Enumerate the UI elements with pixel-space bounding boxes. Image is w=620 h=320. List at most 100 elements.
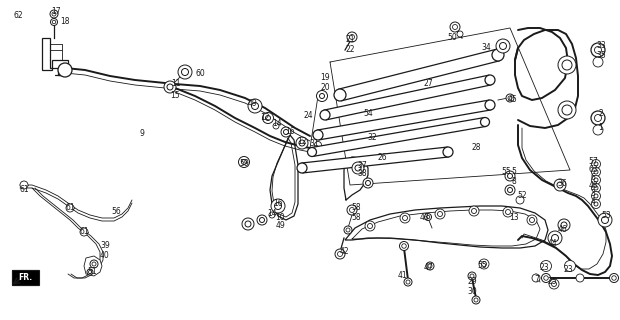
Circle shape: [404, 278, 412, 286]
Circle shape: [257, 215, 267, 225]
Text: 15: 15: [170, 92, 180, 100]
Text: 3: 3: [591, 189, 595, 198]
Text: 49: 49: [247, 100, 257, 108]
Circle shape: [598, 213, 612, 227]
Text: 17: 17: [51, 7, 61, 17]
Circle shape: [182, 68, 188, 76]
Circle shape: [299, 140, 305, 146]
Text: 37: 37: [357, 161, 367, 170]
Circle shape: [508, 173, 513, 179]
Circle shape: [595, 46, 601, 53]
Circle shape: [402, 244, 406, 248]
Text: 18: 18: [60, 17, 69, 26]
Circle shape: [591, 43, 605, 57]
Text: 48: 48: [588, 181, 598, 190]
Circle shape: [248, 99, 262, 113]
Text: 61: 61: [79, 228, 89, 236]
Circle shape: [262, 113, 273, 124]
Circle shape: [443, 147, 453, 157]
Circle shape: [500, 43, 507, 50]
Text: 47: 47: [423, 263, 433, 273]
Text: 35: 35: [596, 51, 606, 60]
Circle shape: [20, 181, 28, 189]
Circle shape: [505, 210, 510, 214]
Circle shape: [178, 65, 192, 79]
Text: 46: 46: [557, 226, 567, 235]
Text: 9: 9: [140, 129, 144, 138]
Circle shape: [438, 212, 443, 217]
Circle shape: [561, 222, 567, 228]
Circle shape: [273, 123, 279, 129]
Circle shape: [558, 56, 576, 74]
Text: 39: 39: [100, 242, 110, 251]
Circle shape: [320, 110, 330, 120]
Text: 16: 16: [273, 198, 283, 207]
FancyBboxPatch shape: [12, 269, 37, 284]
Circle shape: [308, 148, 316, 156]
Circle shape: [564, 260, 575, 271]
Circle shape: [469, 206, 479, 216]
Circle shape: [591, 159, 601, 169]
Text: 54: 54: [363, 108, 373, 117]
Circle shape: [576, 274, 584, 282]
Circle shape: [260, 218, 265, 222]
Circle shape: [90, 260, 98, 268]
Text: 60: 60: [195, 69, 205, 78]
Circle shape: [508, 96, 512, 100]
Text: 12: 12: [297, 137, 307, 146]
Circle shape: [66, 204, 74, 212]
Text: 7: 7: [534, 275, 539, 284]
Circle shape: [50, 10, 58, 18]
Text: 43: 43: [420, 212, 430, 221]
Circle shape: [591, 175, 601, 185]
Circle shape: [164, 81, 176, 93]
Text: 49: 49: [275, 221, 285, 230]
Circle shape: [366, 180, 371, 186]
Text: 61: 61: [19, 186, 29, 195]
Circle shape: [485, 75, 495, 85]
Circle shape: [337, 252, 342, 257]
Circle shape: [593, 125, 603, 135]
Text: 5: 5: [512, 167, 516, 177]
Text: 23: 23: [563, 266, 573, 275]
Circle shape: [297, 163, 307, 173]
Circle shape: [591, 111, 605, 125]
Polygon shape: [345, 206, 548, 248]
Circle shape: [479, 259, 489, 269]
Circle shape: [426, 262, 434, 270]
Circle shape: [283, 130, 288, 134]
Circle shape: [281, 127, 291, 137]
Text: 42: 42: [339, 247, 349, 257]
Circle shape: [594, 186, 598, 190]
Circle shape: [363, 178, 373, 188]
Circle shape: [450, 22, 460, 32]
Circle shape: [492, 49, 504, 61]
Circle shape: [527, 215, 537, 225]
Circle shape: [80, 228, 88, 236]
Circle shape: [552, 282, 557, 286]
Text: 55: 55: [477, 260, 487, 269]
Circle shape: [453, 25, 458, 29]
Polygon shape: [339, 49, 500, 101]
Circle shape: [347, 32, 357, 42]
Circle shape: [167, 84, 173, 90]
Text: 25: 25: [547, 276, 557, 285]
Circle shape: [609, 274, 619, 283]
Text: 29: 29: [467, 276, 477, 285]
Circle shape: [532, 274, 540, 282]
Circle shape: [427, 215, 430, 219]
Circle shape: [314, 141, 322, 148]
Polygon shape: [324, 75, 491, 120]
Circle shape: [591, 167, 601, 177]
Circle shape: [316, 91, 327, 101]
Circle shape: [239, 156, 249, 167]
Text: FR.: FR.: [18, 273, 32, 282]
Text: 34: 34: [481, 44, 491, 52]
Circle shape: [594, 162, 598, 166]
Text: 33: 33: [596, 41, 606, 50]
Circle shape: [252, 102, 259, 109]
Text: 50: 50: [447, 34, 457, 43]
Text: 26: 26: [377, 154, 387, 163]
Circle shape: [558, 219, 570, 231]
Polygon shape: [317, 100, 491, 140]
